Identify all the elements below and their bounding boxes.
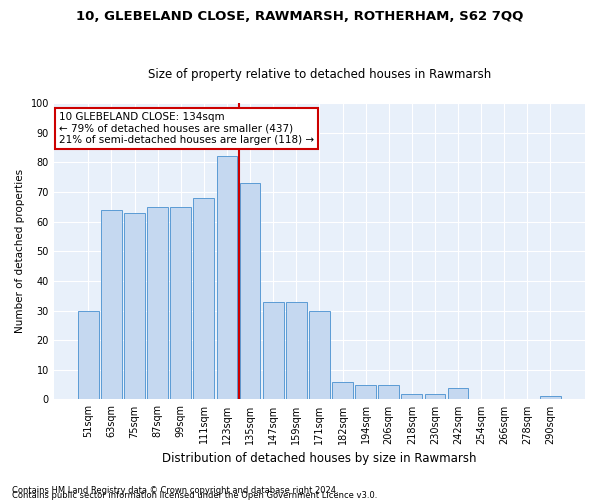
Bar — [540, 396, 561, 400]
Text: 10 GLEBELAND CLOSE: 134sqm
← 79% of detached houses are smaller (437)
21% of sem: 10 GLEBELAND CLOSE: 134sqm ← 79% of deta… — [59, 112, 314, 145]
Bar — [355, 384, 376, 400]
Bar — [239, 183, 260, 400]
Bar — [193, 198, 214, 400]
Bar — [147, 207, 168, 400]
Title: Size of property relative to detached houses in Rawmarsh: Size of property relative to detached ho… — [148, 68, 491, 81]
Bar — [379, 384, 399, 400]
Bar — [170, 207, 191, 400]
Bar — [101, 210, 122, 400]
Bar — [448, 388, 469, 400]
X-axis label: Distribution of detached houses by size in Rawmarsh: Distribution of detached houses by size … — [162, 452, 476, 465]
Bar — [78, 310, 99, 400]
Bar — [401, 394, 422, 400]
Bar — [332, 382, 353, 400]
Bar — [263, 302, 284, 400]
Bar — [124, 212, 145, 400]
Y-axis label: Number of detached properties: Number of detached properties — [15, 169, 25, 334]
Text: Contains HM Land Registry data © Crown copyright and database right 2024.: Contains HM Land Registry data © Crown c… — [12, 486, 338, 495]
Bar — [217, 156, 238, 400]
Bar — [425, 394, 445, 400]
Text: 10, GLEBELAND CLOSE, RAWMARSH, ROTHERHAM, S62 7QQ: 10, GLEBELAND CLOSE, RAWMARSH, ROTHERHAM… — [76, 10, 524, 23]
Bar — [286, 302, 307, 400]
Bar — [309, 310, 330, 400]
Text: Contains public sector information licensed under the Open Government Licence v3: Contains public sector information licen… — [12, 491, 377, 500]
